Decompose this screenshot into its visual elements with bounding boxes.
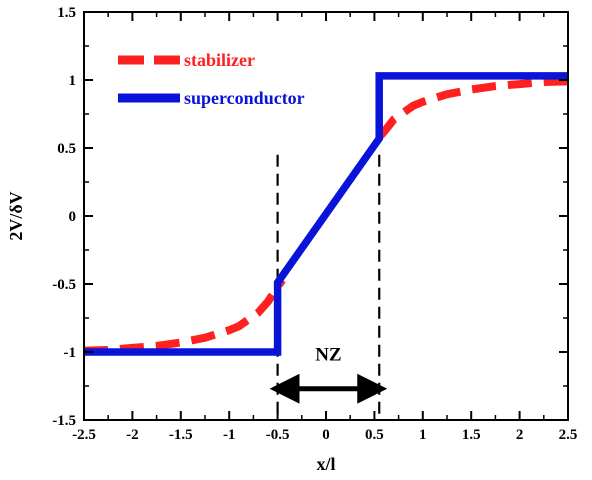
- x-tick-label: 2: [516, 427, 524, 443]
- marker-layer: [276, 154, 381, 420]
- y-tick-label: 0: [69, 209, 77, 225]
- x-tick-label: -1: [223, 427, 236, 443]
- y-tick-label: -1.5: [52, 413, 76, 429]
- legend: stabilizer superconductor: [118, 50, 305, 108]
- y-tick-label: 0.5: [57, 141, 76, 157]
- x-tick-label: 0.5: [365, 427, 384, 443]
- y-tick-label: 1.5: [57, 5, 76, 21]
- x-tick-label: -0.5: [266, 427, 290, 443]
- y-axis-label: 2V/δV: [6, 191, 26, 240]
- series-line-stabilizer: [83, 277, 286, 355]
- nz-label: NZ: [315, 345, 341, 366]
- x-axis-label: x/l: [316, 454, 335, 474]
- x-tick-label: 0: [322, 427, 330, 443]
- x-tick-label: 1: [419, 427, 427, 443]
- y-tick-label: -1: [64, 345, 77, 361]
- x-tick-label: 2.5: [559, 427, 578, 443]
- series-layer: [83, 72, 569, 356]
- series-line-superconductor: [84, 72, 568, 356]
- annotation-layer: NZ: [269, 345, 388, 404]
- x-tick-label: -2.5: [72, 427, 96, 443]
- y-tick-label: -0.5: [52, 277, 76, 293]
- y-tick-label: 1: [69, 73, 77, 89]
- x-tick-label: 1.5: [462, 427, 481, 443]
- series-line-stabilizer: [376, 77, 569, 140]
- legend-label-stabilizer: stabilizer: [184, 50, 255, 70]
- x-tick-label: -2: [126, 427, 139, 443]
- x-tick-label: -1.5: [169, 427, 193, 443]
- legend-label-superconductor: superconductor: [184, 88, 305, 108]
- tick-layer: -2.5 -2 -1.5 -1 -0.5 0 0.5 1 1.5 2 2.5 -1.5 -1 -0.5 0 0…: [52, 5, 577, 443]
